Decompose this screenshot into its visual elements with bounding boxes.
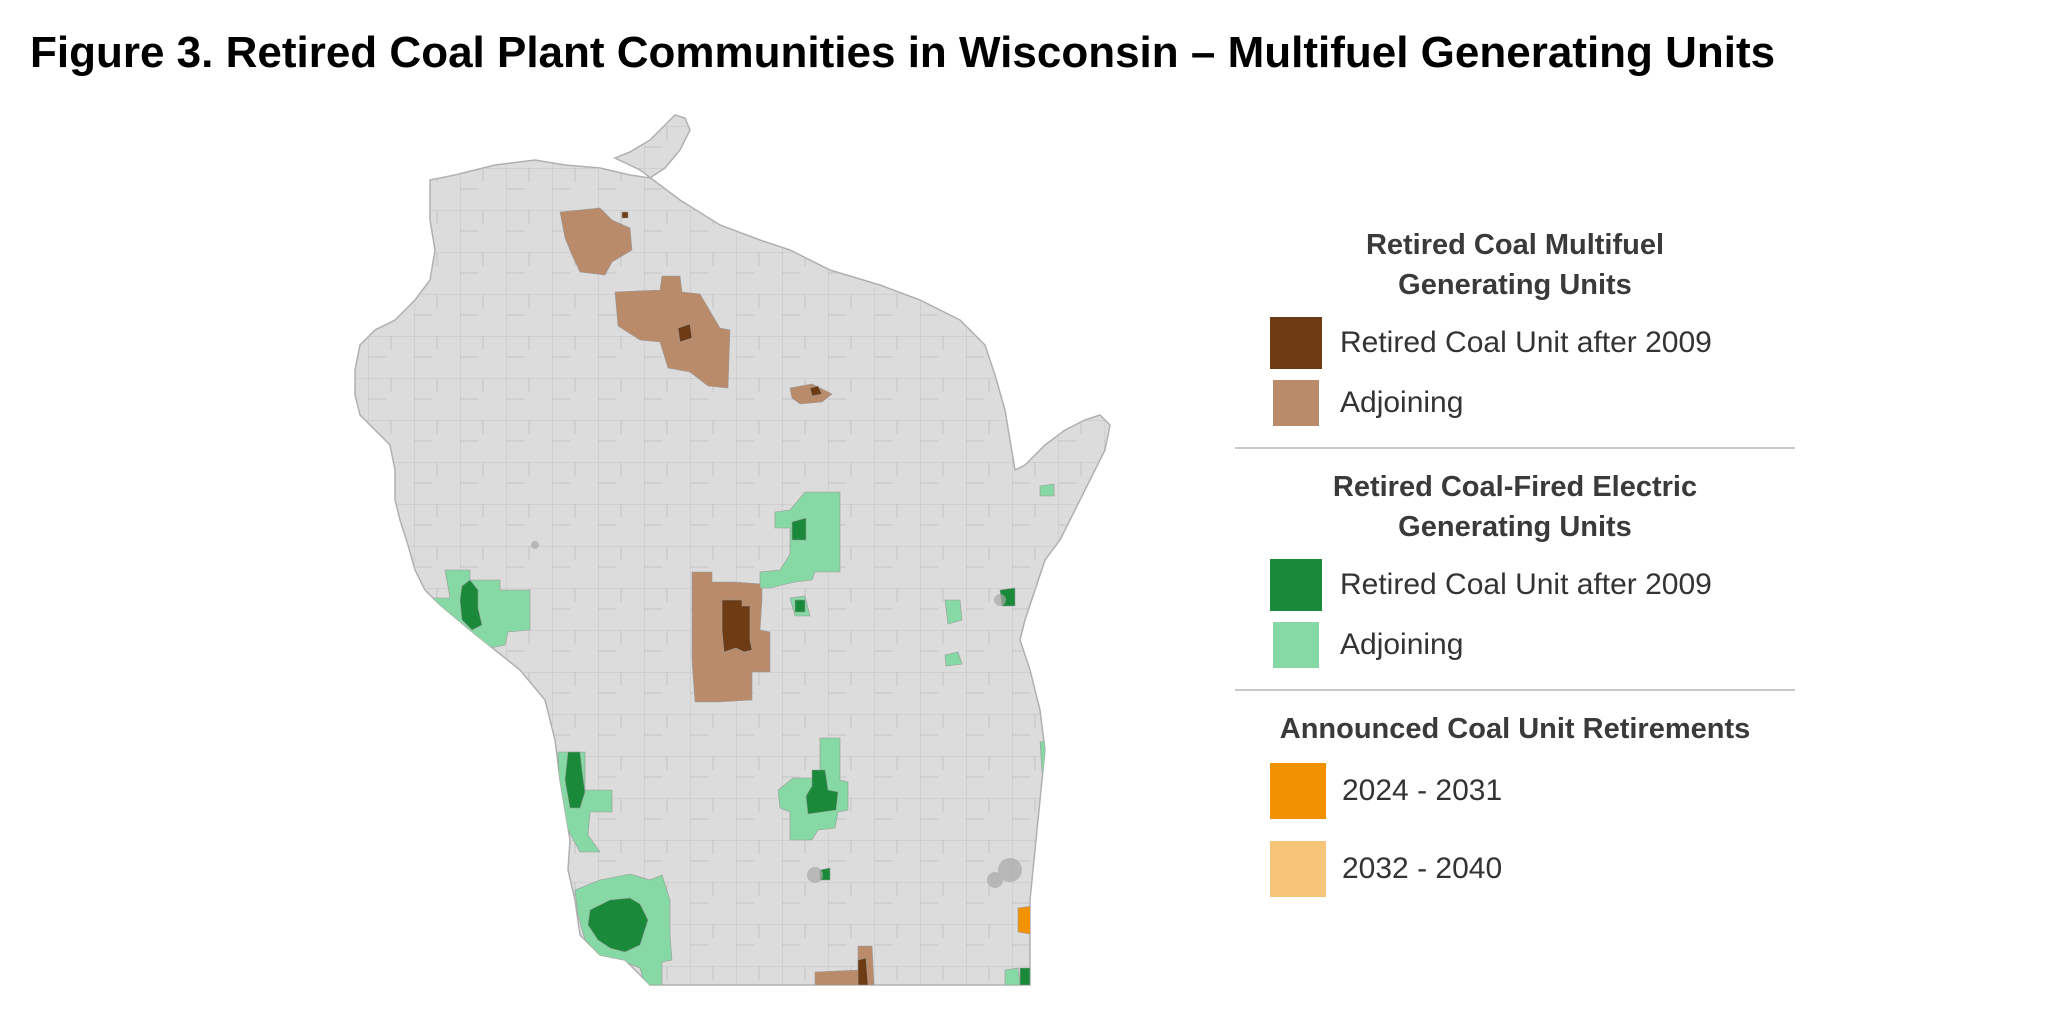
- legend-label-electric-retired: Retired Coal Unit after 2009: [1340, 568, 1712, 601]
- legend-item-announced-2032-2040: 2032 - 2040: [1235, 839, 1795, 899]
- legend-item-electric-adjoining: Adjoining: [1235, 615, 1795, 675]
- legend-announced-heading: Announced Coal Unit Retirements: [1279, 713, 1751, 745]
- legend-divider: [1235, 689, 1795, 691]
- swatch-electric-adjoining: [1273, 622, 1319, 668]
- legend-label-announced-2032-2040: 2032 - 2040: [1342, 852, 1503, 885]
- swatch-announced-2024-2031: [1270, 763, 1326, 819]
- swatch-electric-retired: [1270, 559, 1322, 611]
- electric-retired-areas: [459, 517, 1031, 985]
- legend-label-multifuel-retired: Retired Coal Unit after 2009: [1340, 326, 1712, 359]
- legend-multifuel-heading: Retired Coal Multifuel Generating Units: [1235, 225, 1795, 305]
- swatch-announced-2032-2040: [1270, 841, 1326, 897]
- legend-multifuel-heading-line1: Retired Coal Multifuel: [1365, 229, 1665, 261]
- legend: Retired Coal Multifuel Generating Units …: [1235, 225, 1795, 899]
- legend-electric-heading: Retired Coal-Fired Electric Generating U…: [1235, 467, 1795, 547]
- legend-item-multifuel-adjoining: Adjoining: [1235, 373, 1795, 433]
- legend-item-multifuel-retired: Retired Coal Unit after 2009: [1235, 313, 1795, 373]
- legend-electric-section: Retired Coal-Fired Electric Generating U…: [1235, 467, 1795, 675]
- swatch-multifuel-retired: [1270, 317, 1322, 369]
- legend-label-announced-2024-2031: 2024 - 2031: [1342, 774, 1503, 807]
- wisconsin-map: [354, 114, 1111, 986]
- county-boundaries: [355, 115, 1110, 985]
- legend-divider: [1235, 447, 1795, 449]
- legend-label-multifuel-adjoining: Adjoining: [1340, 386, 1464, 419]
- legend-multifuel-section: Retired Coal Multifuel Generating Units …: [1235, 225, 1795, 433]
- legend-label-electric-adjoining: Adjoining: [1340, 628, 1464, 661]
- figure-title: Figure 3. Retired Coal Plant Communities…: [30, 28, 1776, 77]
- legend-item-announced-2024-2031: 2024 - 2031: [1235, 761, 1795, 821]
- legend-item-electric-retired: Retired Coal Unit after 2009: [1235, 555, 1795, 615]
- swatch-multifuel-adjoining: [1273, 380, 1319, 426]
- multifuel-retired-areas: [621, 211, 869, 985]
- legend-announced-section: Announced Coal Unit Retirements 2024 - 2…: [1235, 709, 1795, 899]
- urban-areas: [531, 541, 1022, 888]
- legend-electric-heading-line1: Retired Coal-Fired Electric: [1332, 471, 1698, 503]
- legend-multifuel-heading-line2: Generating Units: [1398, 269, 1632, 301]
- legend-electric-heading-line2: Generating Units: [1398, 511, 1632, 543]
- announced-2024-2031-areas: [1017, 905, 1037, 935]
